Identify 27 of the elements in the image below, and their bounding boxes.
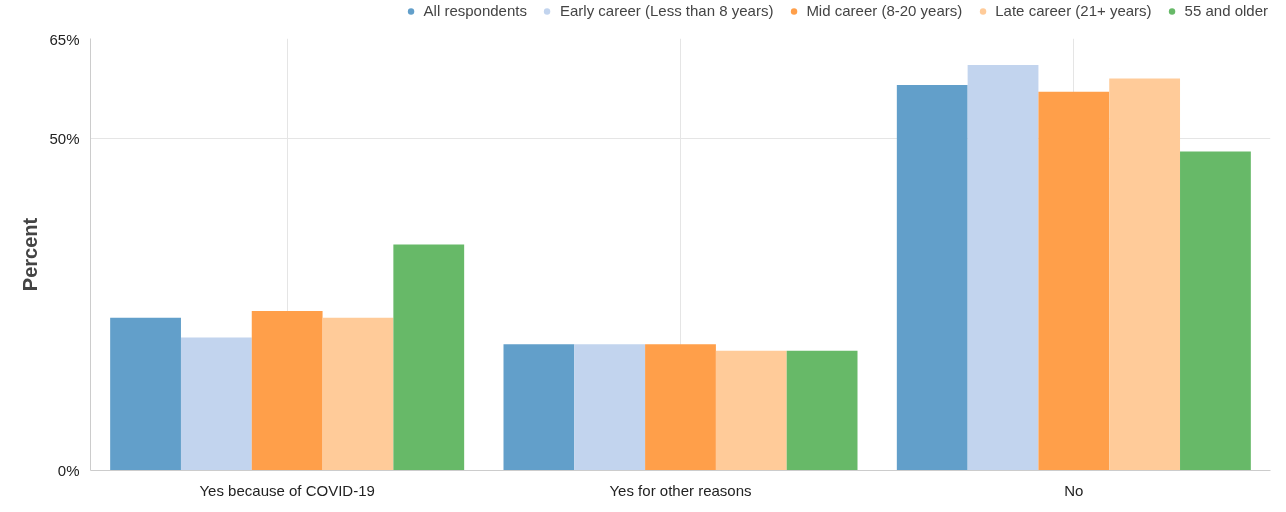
bar [1109, 78, 1181, 471]
bar [251, 310, 323, 471]
x-tick-label: Yes for other reasons [609, 481, 752, 499]
y-tick-label: 0% [57, 462, 80, 479]
legend-label: Late career (21+ years) [995, 2, 1152, 19]
y-tick-label: 65% [49, 30, 80, 48]
y-tick-label: 50% [49, 129, 80, 147]
legend-label: Mid career (8-20 years) [806, 2, 963, 19]
bar [1038, 91, 1110, 471]
bar [180, 337, 252, 471]
bar [715, 350, 787, 471]
bar [967, 65, 1039, 471]
x-tick-label: Yes because of COVID-19 [199, 481, 375, 499]
x-tick-label: No [1064, 481, 1084, 499]
y-axis-title: Percent [19, 217, 42, 292]
bar [645, 344, 716, 471]
bar [896, 85, 968, 471]
legend-label: Early career (Less than 8 years) [559, 2, 774, 19]
bar [574, 344, 646, 471]
bar [1180, 151, 1251, 471]
bar [322, 317, 394, 471]
legend-label: All respondents [423, 2, 527, 19]
bar [110, 317, 181, 471]
legend-label: 55 and older [1184, 2, 1268, 19]
bar [393, 244, 465, 471]
bar [786, 350, 858, 471]
bar [503, 344, 575, 471]
